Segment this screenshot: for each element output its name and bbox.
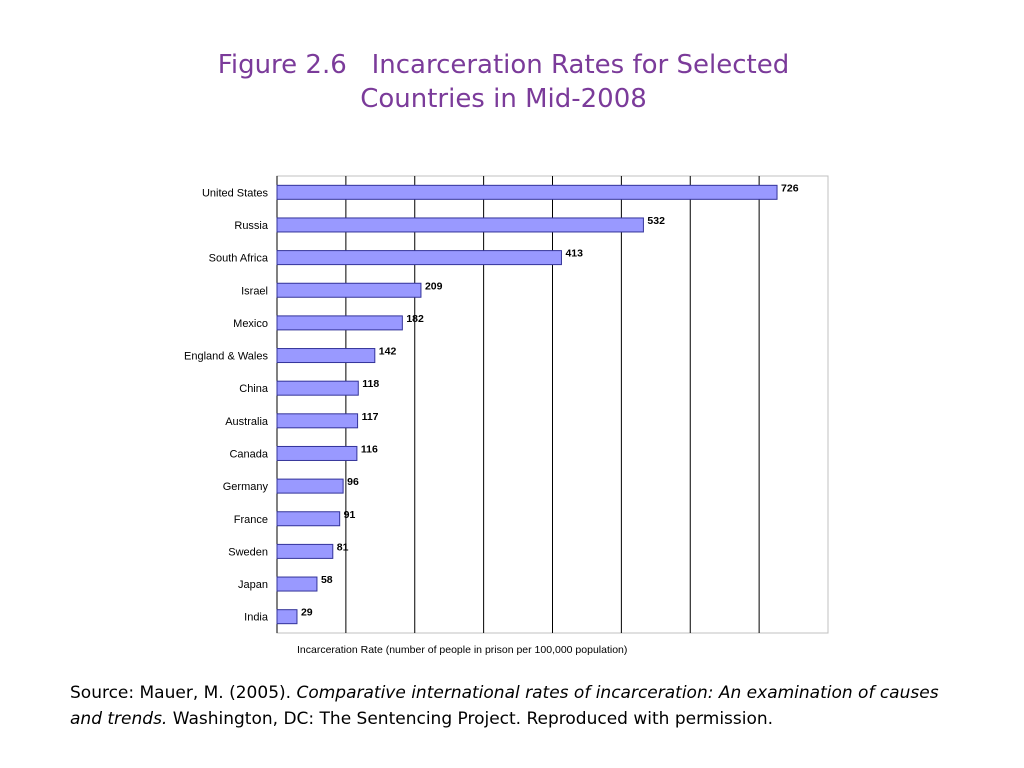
bar <box>276 413 359 429</box>
bar <box>276 348 376 364</box>
category-label: England & Wales <box>184 351 268 363</box>
value-label: 117 <box>362 411 379 423</box>
value-label: 96 <box>347 476 359 488</box>
category-label: Australia <box>225 416 269 428</box>
value-label: 413 <box>565 248 583 260</box>
value-label: 118 <box>362 378 379 390</box>
bar <box>276 445 358 461</box>
value-label: 142 <box>379 346 397 358</box>
bar <box>276 217 644 233</box>
category-label: India <box>244 612 269 624</box>
category-label: Israel <box>241 285 268 297</box>
value-label: 58 <box>321 574 333 586</box>
bar <box>276 380 359 396</box>
bar <box>276 315 403 331</box>
category-label: France <box>234 514 268 526</box>
category-label: South Africa <box>209 253 269 265</box>
source-title: Comparative international rates of incar… <box>70 683 939 729</box>
chart-title-line-2: Countries in Mid-2008 <box>360 84 647 114</box>
value-label: 532 <box>647 215 665 227</box>
bar <box>276 511 341 527</box>
category-label: Sweden <box>228 546 268 558</box>
bar <box>276 609 298 625</box>
category-label: Canada <box>229 448 268 460</box>
category-label: Russia <box>234 220 269 232</box>
value-label: 726 <box>781 182 799 194</box>
category-label: China <box>239 383 269 395</box>
chart-title: Figure 2.6 Incarceration Rates for Selec… <box>0 48 1007 116</box>
value-label: 91 <box>344 509 356 521</box>
source-suffix: Washington, DC: The Sentencing Project. … <box>167 709 774 729</box>
value-label: 116 <box>361 443 378 455</box>
bar <box>276 282 422 298</box>
value-label: 182 <box>406 313 424 325</box>
value-label: 81 <box>337 541 349 553</box>
value-label: 29 <box>301 607 313 619</box>
source-prefix: Source: Mauer, M. (2005). <box>70 683 297 703</box>
bar <box>276 576 318 592</box>
x-axis-label: Incarceration Rate (number of people in … <box>297 644 627 656</box>
bar <box>276 250 562 266</box>
bar <box>276 184 778 200</box>
value-label: 209 <box>425 280 443 292</box>
bar <box>276 478 344 494</box>
category-label: United States <box>202 187 269 199</box>
category-label: Mexico <box>233 318 268 330</box>
chart-title-line-1: Figure 2.6 Incarceration Rates for Selec… <box>217 50 790 80</box>
bar <box>276 543 334 559</box>
category-label: Germany <box>223 481 269 493</box>
source-citation: Source: Mauer, M. (2005). Comparative in… <box>70 680 970 732</box>
category-label: Japan <box>238 579 268 591</box>
